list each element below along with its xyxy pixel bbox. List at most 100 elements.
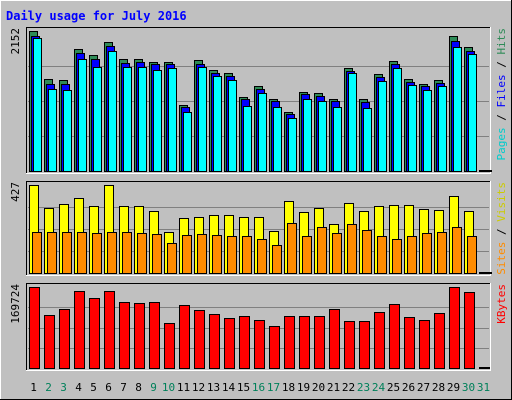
y-max-label: 2152 [9,28,22,55]
x-tick-label-22: 22 [342,381,355,394]
side-legend: KBytes [495,284,508,324]
bar-pages-day-24 [378,81,387,172]
bar-kbytes-day-3 [59,309,70,369]
side-legend: Pages / Files / Hits [495,28,508,161]
x-tick-label-15: 15 [237,381,250,394]
bar-pages-day-19 [303,99,312,172]
bar-sites-day-1 [32,232,42,274]
bar-sites-day-29 [452,227,462,274]
y-max-label: 427 [9,182,22,202]
bar-pages-day-29 [453,47,462,172]
bar-kbytes-day-24 [374,312,385,369]
bar-pages-day-3 [63,90,72,172]
bar-pages-day-27 [423,90,432,172]
x-tick-label-9: 9 [150,381,157,394]
side-legend: Sites / Visits [495,182,508,275]
bar-kbytes-day-13 [209,314,220,369]
bar-sites-day-18 [287,223,297,274]
bar-pages-day-23 [363,108,372,172]
bar-kbytes-day-21 [329,309,340,369]
bar-kbytes-day-27 [419,320,430,369]
bar-kbytes-day-7 [119,302,130,369]
x-tick-label-27: 27 [417,381,430,394]
bar-pages-day-30 [468,54,477,172]
bar-kbytes-day-5 [89,298,100,369]
bar-sites-day-8 [137,233,147,274]
legend-files: Files [495,74,508,107]
legend-pages: Pages [495,127,508,160]
panel-bottom: 169724 KBytes [9,283,508,371]
x-tick-label-20: 20 [312,381,325,394]
x-tick-label-16: 16 [252,381,265,394]
bar-kbytes-day-22 [344,321,355,369]
x-tick-label-1: 1 [30,381,37,394]
bar-pages-day-14 [228,80,237,172]
bar-pages-day-16 [258,93,267,172]
bar-sites-day-20 [317,227,327,274]
bar-sites-day-4 [77,232,87,274]
bar-pages-day-17 [273,107,282,172]
x-tick-label-6: 6 [105,381,112,394]
legend-hits: Hits [495,28,508,55]
bar-kbytes-day-23 [359,321,370,369]
bar-sites-day-12 [197,234,207,274]
bar-pages-day-1 [33,38,42,172]
y-max-label: 169724 [9,284,22,324]
bar-sites-day-11 [182,235,192,274]
bar-kbytes-day-30 [464,292,475,369]
bar-sites-day-14 [227,236,237,274]
x-tick-label-29: 29 [447,381,460,394]
bar-pages-day-12 [198,67,207,172]
bar-kbytes-day-18 [284,316,295,369]
bar-kbytes-day-31 [479,367,490,369]
x-axis-day-labels: 1 2 3 4 5 6 7 8 9 10 11 12 13 14 15 16 17 18 19 20 21 22 23 24 2… [30,381,490,394]
bar-pages-day-28 [438,86,447,172]
bar-kbytes-day-14 [224,318,235,369]
bar-kbytes-day-8 [134,303,145,369]
bar-kbytes-day-9 [149,302,160,369]
bar-pages-day-2 [48,89,57,172]
bar-kbytes-day-12 [194,310,205,369]
bar-kbytes-day-1 [29,287,40,369]
x-tick-label-28: 28 [432,381,445,394]
bar-kbytes-day-25 [389,304,400,369]
x-tick-label-13: 13 [207,381,220,394]
bar-pages-day-9 [153,70,162,172]
bar-kbytes-day-17 [269,326,280,369]
bar-pages-day-6 [108,51,117,172]
bar-kbytes-day-2 [44,315,55,369]
x-tick-label-4: 4 [75,381,82,394]
bar-pages-day-26 [408,85,417,172]
bar-sites-day-25 [392,239,402,274]
x-tick-label-3: 3 [60,381,67,394]
bar-pages-day-13 [213,76,222,172]
bar-sites-day-30 [467,236,477,274]
bar-kbytes-day-6 [104,291,115,369]
bar-pages-day-8 [138,67,147,172]
bar-kbytes-day-4 [74,291,85,369]
bar-sites-day-16 [257,239,267,274]
panel-top: 2152 Pages / Files / Hits [9,27,508,174]
bar-kbytes-day-19 [299,316,310,369]
bar-sites-day-2 [47,232,57,274]
x-tick-label-5: 5 [90,381,97,394]
bar-pages-day-7 [123,67,132,172]
bar-sites-day-5 [92,233,102,274]
x-tick-label-7: 7 [120,381,127,394]
bar-sites-day-10 [167,243,177,274]
legend-kbytes: KBytes [495,284,508,324]
bar-pages-day-11 [183,112,192,172]
x-tick-label-2: 2 [45,381,52,394]
bar-sites-day-6 [107,232,117,274]
x-tick-label-11: 11 [177,381,190,394]
x-tick-label-12: 12 [192,381,205,394]
bar-sites-day-9 [152,234,162,274]
bar-kbytes-day-15 [239,316,250,369]
bar-kbytes-day-28 [434,313,445,369]
bar-sites-day-22 [347,224,357,274]
x-tick-label-25: 25 [387,381,400,394]
x-tick-label-21: 21 [327,381,340,394]
x-tick-label-10: 10 [162,381,175,394]
x-tick-label-19: 19 [297,381,310,394]
